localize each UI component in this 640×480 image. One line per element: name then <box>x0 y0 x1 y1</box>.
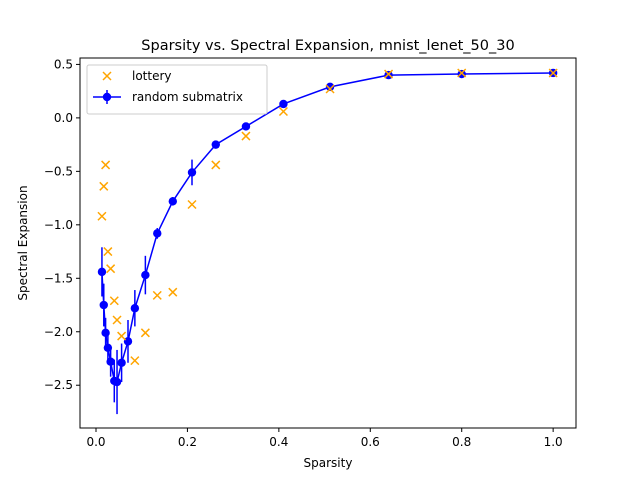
lottery-point-4 <box>106 264 116 274</box>
y-tick-label-0: −2.5 <box>44 378 73 392</box>
y-tick-label-1: −2.0 <box>44 325 73 339</box>
random-submatrix-point-0 <box>97 267 107 277</box>
x-tick-label-1: 0.2 <box>178 435 197 449</box>
lottery-point-7 <box>117 331 127 341</box>
lottery-point-1 <box>99 181 109 191</box>
lottery-point-17 <box>384 69 394 79</box>
legend-box <box>86 64 268 115</box>
random-submatrix-point-3 <box>103 343 113 352</box>
random-submatrix-point-15 <box>241 122 251 131</box>
random-submatrix-point-16 <box>279 99 288 109</box>
random-submatrix-point-17 <box>325 82 335 92</box>
random-submatrix-point-4 <box>106 357 115 366</box>
lottery-point-5 <box>109 296 119 306</box>
lottery-point-9 <box>140 328 150 338</box>
x-tick-label-0: 0.0 <box>86 435 105 449</box>
random-submatrix-point-10 <box>141 270 150 280</box>
lottery-point-3 <box>103 247 113 257</box>
legend-random-dot <box>102 92 112 102</box>
random-submatrix-point-2 <box>101 328 110 338</box>
x-tick-label-2: 0.4 <box>269 435 288 449</box>
y-axis-label: Spectral Expansion <box>16 185 30 300</box>
lottery-point-6 <box>112 315 122 325</box>
x-tick-label-4: 0.8 <box>452 435 471 449</box>
legend-lottery-marker <box>102 71 112 81</box>
random-submatrix-point-6 <box>112 377 122 387</box>
random-submatrix-point-9 <box>130 304 140 313</box>
x-tick-label-5: 1.0 <box>544 435 563 449</box>
random-submatrix-point-11 <box>153 229 162 238</box>
legend-random-submatrix-marker <box>93 90 121 104</box>
chart-title: Sparsity vs. Spectral Expansion, mnist_l… <box>141 38 514 54</box>
legend: lottery random submatrix <box>86 64 268 115</box>
y-tick-label-6: 0.5 <box>54 57 73 71</box>
y-tick-label-3: −1.0 <box>44 218 73 232</box>
lottery-point-16 <box>325 84 335 94</box>
y-axis: −2.5 −2.0 −1.5 −1.0 −0.5 0.0 0.5 <box>44 57 80 392</box>
lottery-point-14 <box>241 131 251 141</box>
random-submatrix-point-14 <box>211 140 220 149</box>
lottery-point-12 <box>187 199 197 210</box>
lottery-point-13 <box>211 160 221 170</box>
legend-random-submatrix-label: random submatrix <box>132 90 243 104</box>
lottery-point-2 <box>101 160 111 170</box>
x-axis: 0.0 0.2 0.4 0.6 0.8 1.0 <box>86 428 563 449</box>
lottery-point-10 <box>152 290 162 300</box>
lottery-point-18 <box>457 68 467 78</box>
lottery-point-8 <box>130 356 140 366</box>
x-tick-label-3: 0.6 <box>361 435 380 449</box>
plot-area <box>97 68 558 415</box>
lottery-point-15 <box>278 106 288 116</box>
y-tick-label-2: −1.5 <box>44 271 73 285</box>
random-submatrix-point-18 <box>384 70 393 80</box>
lottery-point-11 <box>168 287 178 297</box>
random-submatrix-point-1 <box>99 300 108 310</box>
x-axis-label: Sparsity <box>304 456 353 470</box>
random-submatrix-point-13 <box>187 168 197 177</box>
random-submatrix-point-19 <box>457 69 466 79</box>
legend-lottery-x <box>102 71 112 81</box>
lottery-point-19 <box>548 68 558 78</box>
y-tick-label-4: −0.5 <box>44 164 73 178</box>
random-submatrix-point-12 <box>168 197 177 206</box>
legend-lottery-label: lottery <box>132 69 172 83</box>
plot-frame <box>79 57 577 429</box>
random-submatrix-point-7 <box>117 358 126 367</box>
y-tick-label-5: 0.0 <box>54 111 73 125</box>
lottery-point-0 <box>97 211 107 221</box>
